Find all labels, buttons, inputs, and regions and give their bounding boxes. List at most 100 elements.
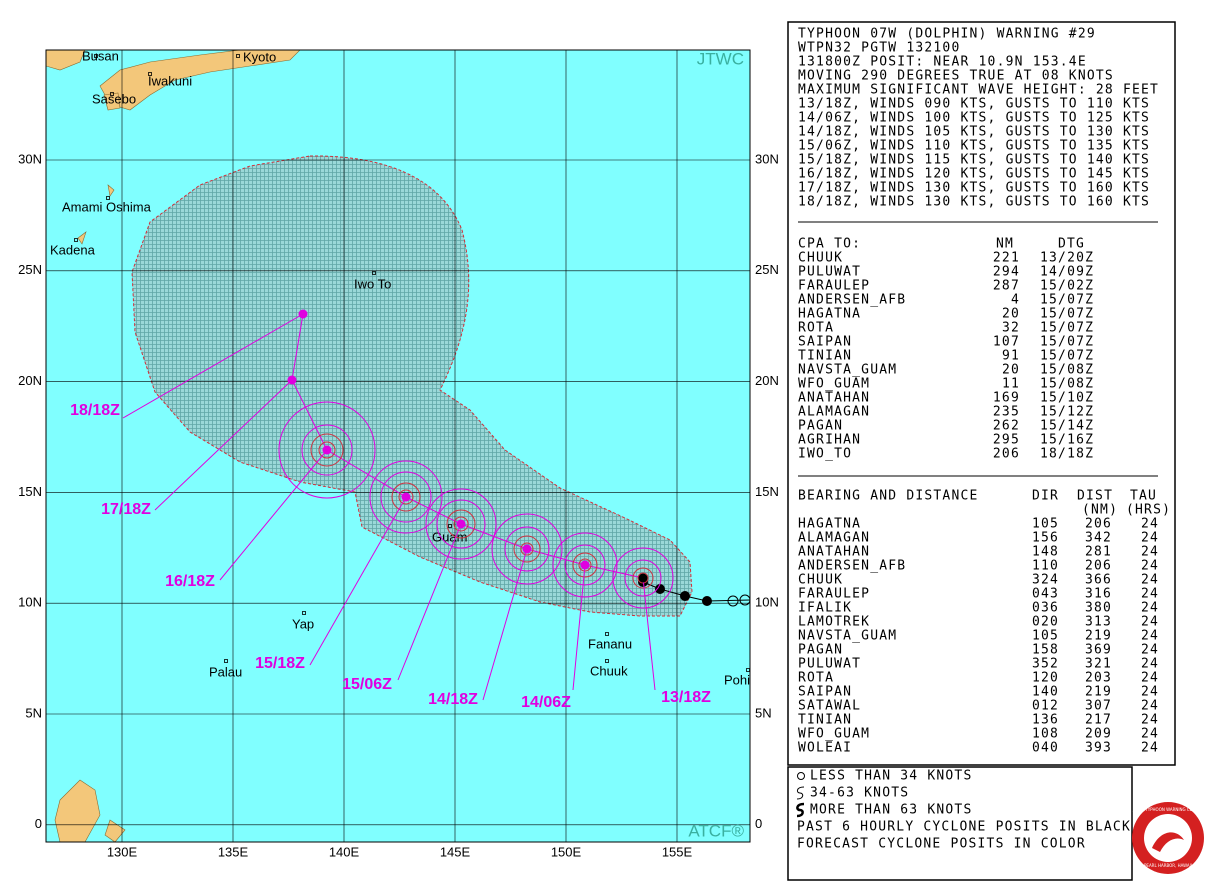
cpa-name: ALAMAGAN	[798, 405, 870, 420]
watermark-atcf: ATCF®	[688, 821, 744, 840]
bearing-dir: 148	[1032, 545, 1059, 560]
warning-line: TYPHOON 07W (DOLPHIN) WARNING #29	[798, 27, 1096, 42]
lat-label: 15N	[755, 484, 779, 499]
bearing-header: TAU	[1130, 489, 1157, 504]
bearing-name: ANDERSEN_AFB	[798, 559, 906, 574]
lon-label: 150E	[551, 844, 582, 859]
bearing-name: SAIPAN	[798, 685, 852, 700]
cpa-dtg: 15/02Z	[1040, 279, 1094, 294]
bearing-name: ROTA	[798, 671, 834, 686]
warning-line: MAXIMUM SIGNIFICANT WAVE HEIGHT: 28 FEET	[798, 83, 1159, 98]
bearing-name: CHUUK	[798, 573, 843, 588]
bearing-dist: 380	[1085, 601, 1112, 616]
warning-line: 18/18Z, WINDS 130 KTS, GUSTS TO 160 KTS	[798, 195, 1150, 210]
bearing-tau: 24	[1141, 699, 1159, 714]
cpa-name: AGRIHAN	[798, 433, 861, 448]
wind-radius	[632, 567, 654, 589]
warning-line: 131800Z POSIT: NEAR 10.9N 153.4E	[798, 55, 1087, 70]
leader-line	[154, 379, 293, 511]
cpa-dtg: 15/14Z	[1040, 419, 1094, 434]
legend-symbol	[797, 772, 805, 780]
bearing-dist: 369	[1085, 643, 1112, 658]
place-marker	[448, 524, 452, 528]
leader-line	[397, 523, 462, 681]
past-posit-weak	[739, 594, 750, 606]
cpa-name: TINIAN	[798, 349, 852, 364]
logo-location: PEARL HARBOR, HAWAII	[1144, 863, 1192, 868]
cpa-dtg: 15/08Z	[1040, 363, 1094, 378]
forecast-track	[291, 313, 644, 579]
lat-label: 10N	[18, 595, 42, 610]
cpa-nm: 294	[993, 265, 1020, 280]
bearing-name: NAVSTA_GUAM	[798, 629, 897, 644]
forecast-posit	[298, 309, 308, 319]
place-label: Palau	[209, 664, 242, 679]
past-posit	[680, 591, 690, 601]
bearing-name: FARAULEP	[798, 587, 870, 602]
leader-line	[572, 564, 586, 691]
wind-radius	[453, 516, 469, 532]
bearing-tau: 24	[1141, 545, 1159, 560]
bearing-tau: 24	[1141, 727, 1159, 742]
bearing-tau: 24	[1141, 517, 1159, 532]
map-frame	[45, 49, 751, 843]
lat-label: 30N	[755, 151, 779, 166]
bearing-dist: 219	[1085, 629, 1112, 644]
wind-radius	[391, 482, 421, 512]
place-marker	[605, 632, 609, 636]
land	[46, 50, 301, 842]
wind-radius	[637, 572, 649, 584]
warning-line: WTPN32 PGTW 132100	[798, 41, 960, 56]
cpa-name: ROTA	[798, 321, 834, 336]
lat-label: 5N	[25, 705, 42, 720]
map	[46, 50, 750, 842]
past-posit	[655, 584, 665, 594]
bearing-name: SATAWAL	[798, 699, 861, 714]
cpa-nm: 11	[1002, 377, 1020, 392]
place-label: Chuuk	[590, 663, 628, 678]
bearing-name: WOLEAI	[798, 741, 852, 756]
legend-note: FORECAST CYCLONE POSITS IN COLOR	[797, 837, 1086, 852]
place-label: Busan	[82, 48, 119, 63]
place-marker	[302, 611, 306, 615]
wind-radius	[491, 513, 563, 585]
place-marker	[110, 92, 114, 96]
wind-radius	[578, 558, 592, 572]
cpa-name: WFO_GUAM	[798, 377, 870, 392]
legend-item: MORE THAN 63 KNOTS	[810, 803, 972, 818]
bearing-dir: 136	[1032, 713, 1059, 728]
forecast-label: 18/18Z	[70, 402, 120, 419]
bearing-dist: 206	[1085, 517, 1112, 532]
lon-label: 135E	[218, 844, 249, 859]
bearing-dir: 105	[1032, 629, 1059, 644]
bearing-dir: 324	[1032, 573, 1059, 588]
leader-line	[482, 548, 528, 701]
cpa-header: CPA TO:	[798, 237, 861, 252]
warning-line: 17/18Z, WINDS 130 KTS, GUSTS TO 160 KTS	[798, 181, 1150, 196]
bearing-dir: 012	[1032, 699, 1059, 714]
bearing-dir: 156	[1032, 531, 1059, 546]
bearing-tau: 24	[1141, 741, 1159, 756]
bearing-header: DIR	[1032, 489, 1059, 504]
warning-line: 14/06Z, WINDS 100 KTS, GUSTS TO 125 KTS	[798, 111, 1150, 126]
wind-radius	[513, 535, 541, 563]
bearing-name: ALAMAGAN	[798, 531, 870, 546]
bearing-dist: 366	[1085, 573, 1112, 588]
place-marker	[74, 238, 78, 242]
leader-line	[309, 496, 407, 666]
cpa-nm: 206	[993, 447, 1020, 462]
bearing-name: HAGATNA	[798, 517, 861, 532]
cpa-name: PAGAN	[798, 419, 843, 434]
wind-radius	[301, 424, 353, 476]
bearing-tau: 24	[1141, 657, 1159, 672]
cpa-name: ANDERSEN_AFB	[798, 293, 906, 308]
cpa-name: SAIPAN	[798, 335, 852, 350]
cpa-name: CHUUK	[798, 251, 843, 266]
forecast-label: 13/18Z	[661, 689, 711, 706]
bearing-name: LAMOTREK	[798, 615, 870, 630]
bearing-dir: 158	[1032, 643, 1059, 658]
wind-radius	[278, 401, 376, 499]
wind-radius	[310, 433, 344, 467]
warning-panel	[787, 21, 1176, 766]
legend-note: PAST 6 HOURLY CYCLONE POSITS IN BLACK	[797, 820, 1131, 835]
